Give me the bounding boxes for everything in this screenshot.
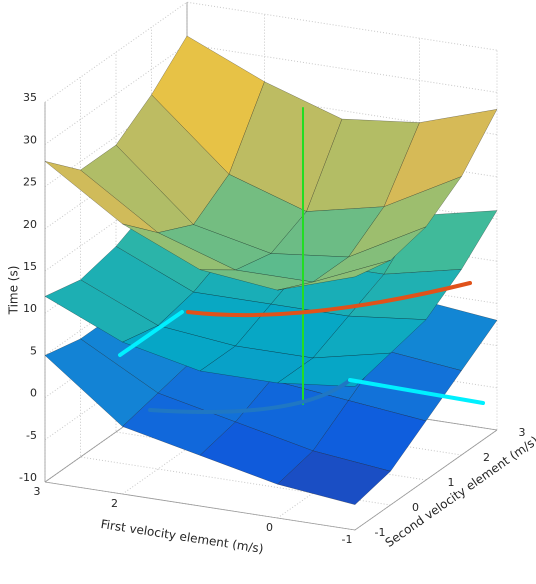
z-tick-label: 15 — [23, 260, 37, 273]
x-tick-label: 0 — [266, 521, 273, 534]
z-tick-label: 25 — [23, 176, 37, 189]
z-tick-label: -10 — [19, 471, 37, 484]
z-tick-label: 20 — [23, 218, 37, 231]
x-tick-label: 2 — [111, 497, 118, 510]
z-tick-label: 30 — [23, 133, 37, 146]
y-tick-label: 1 — [448, 476, 455, 489]
axis-line — [44, 429, 498, 531]
grid-line — [44, 339, 498, 441]
grid-line — [44, 1, 498, 103]
z-tick-label: 0 — [30, 387, 37, 400]
z-tick-label: -5 — [26, 429, 37, 442]
z-tick-label: 35 — [23, 91, 37, 104]
y-tick-label: 3 — [519, 426, 526, 439]
orange-curve — [186, 281, 472, 318]
x-tick-label: 3 — [34, 485, 41, 498]
x-axis-label: First velocity element (m/s) — [100, 517, 265, 556]
surface-patch — [277, 450, 391, 505]
overlay-lines — [118, 107, 485, 414]
z-axis-label: Time (s) — [7, 266, 21, 316]
z-tick-label: 10 — [23, 302, 37, 315]
y-axis-label: Second velocity element (m/s) — [383, 433, 536, 550]
blue-curve — [148, 378, 352, 414]
grid-line — [44, 43, 498, 145]
x-tick-label: -1 — [342, 533, 353, 546]
cyan-line — [118, 310, 184, 357]
y-tick-label: -1 — [375, 526, 386, 539]
grid-line — [44, 86, 498, 188]
y-tick-label: 2 — [483, 451, 490, 464]
z-tick-label: 5 — [30, 344, 37, 357]
y-tick-label: 0 — [412, 501, 419, 514]
grid-line — [44, 170, 498, 272]
cyan-line — [348, 378, 485, 405]
